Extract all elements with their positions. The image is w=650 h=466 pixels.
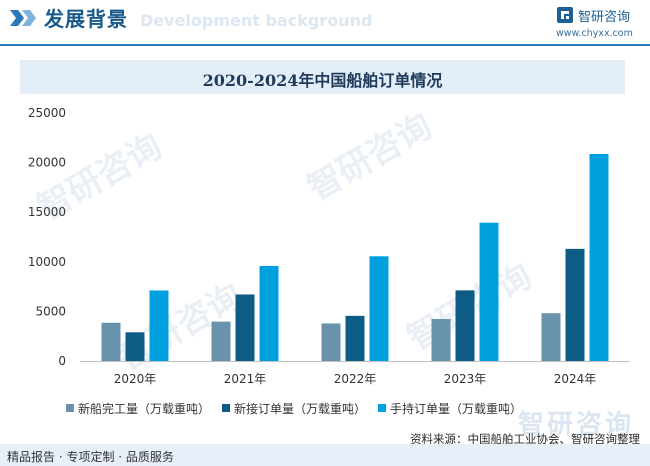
chart-title-bar: 2020-2024年中国船舶订单情况 xyxy=(20,60,625,94)
bar-2023年-series-0 xyxy=(431,319,451,361)
bar-2024年-series-2 xyxy=(589,153,609,361)
x-tick-label: 2020年 xyxy=(114,372,157,386)
bar-2021年-series-1 xyxy=(235,294,255,361)
legend-swatch xyxy=(378,404,387,412)
y-tick-label: 25000 xyxy=(28,106,66,120)
page-title: 发展背景 xyxy=(44,7,128,31)
chart-title: 2020-2024年中国船舶订单情况 xyxy=(202,71,443,90)
header-divider xyxy=(0,44,650,46)
y-tick-label: 20000 xyxy=(28,156,66,170)
x-tick-label: 2022年 xyxy=(334,372,377,386)
bar-2020年-series-0 xyxy=(101,322,121,361)
legend-swatch xyxy=(222,404,231,412)
legend-item-backlog: 手持订单量（万载重吨） xyxy=(378,400,522,417)
bar-2022年-series-0 xyxy=(321,323,341,361)
legend-item-new-orders: 新接订单量（万载重吨） xyxy=(222,400,366,417)
x-tick-label: 2024年 xyxy=(554,372,597,386)
y-tick-label: 5000 xyxy=(35,304,66,318)
double-chevron-icon xyxy=(10,10,36,26)
watermark-brand: 智研咨询 xyxy=(517,410,634,440)
bar-2023年-series-1 xyxy=(455,290,475,361)
footer: 精品报告 · 专项定制 · 品质服务 xyxy=(0,444,650,466)
bar-2024年-series-0 xyxy=(541,313,561,361)
y-tick-label: 10000 xyxy=(28,255,66,269)
header-subtitle-en: Development background xyxy=(140,11,373,30)
bar-2020年-series-1 xyxy=(125,332,145,361)
brand-logo-icon xyxy=(557,7,573,23)
bar-2021年-series-0 xyxy=(211,321,231,361)
bar-2024年-series-1 xyxy=(565,248,585,361)
legend-label: 新接订单量（万载重吨） xyxy=(234,401,367,416)
legend-item-completed: 新船完工量（万载重吨） xyxy=(66,400,210,417)
legend-swatch xyxy=(66,404,74,412)
header: Development background 发展背景 智研咨询 www.chy… xyxy=(0,0,650,46)
bar-2023年-series-2 xyxy=(479,222,499,361)
bar-2021年-series-2 xyxy=(259,265,279,361)
brand-url[interactable]: www.chyxx.com xyxy=(556,28,633,39)
source-note: 资料来源：中国船舶工业协会、智研咨询整理 xyxy=(410,432,640,446)
footer-text: 精品报告 · 专项定制 · 品质服务 xyxy=(7,450,174,464)
y-tick-label: 0 xyxy=(58,354,66,368)
x-tick-label: 2023年 xyxy=(444,372,487,386)
bar-2022年-series-2 xyxy=(369,256,389,361)
brand-name: 智研咨询 xyxy=(578,10,631,25)
bar-2020年-series-2 xyxy=(149,290,169,361)
x-tick-label: 2021年 xyxy=(224,372,267,386)
y-tick-label: 15000 xyxy=(28,205,66,219)
legend-label: 手持订单量（万载重吨） xyxy=(390,401,523,416)
legend-label: 新船完工量（万载重吨） xyxy=(78,401,211,416)
legend: 新船完工量（万载重吨） 新接订单量（万载重吨） 手持订单量（万载重吨） xyxy=(66,398,534,418)
bar-2022年-series-1 xyxy=(345,315,365,361)
